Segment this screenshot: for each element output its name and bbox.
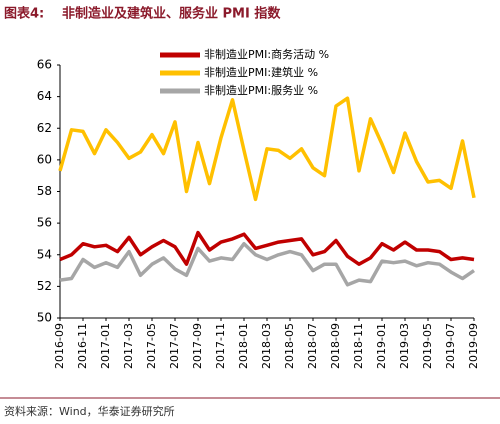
chart-title: 非制造业及建筑业、服务业 PMI 指数 xyxy=(62,6,281,22)
legend-label: 非制造业PMI:建筑业 % xyxy=(204,65,318,79)
x-tick-label: 2019-01 xyxy=(375,323,388,369)
y-tick-label: 66 xyxy=(37,58,52,72)
x-tick-label: 2019-09 xyxy=(467,323,480,369)
legend-label: 非制造业PMI:商务活动 % xyxy=(204,47,329,61)
source: 资料来源：Wind，华泰证券研究所 xyxy=(4,404,175,418)
x-tick-label: 2017-03 xyxy=(122,323,135,369)
x-tick-label: 2019-03 xyxy=(398,323,411,369)
x-tick-label: 2017-07 xyxy=(168,323,181,369)
y-tick-label: 50 xyxy=(37,311,52,325)
series-line xyxy=(59,241,475,287)
series-line xyxy=(58,96,476,202)
y-tick-label: 60 xyxy=(37,152,52,166)
x-tick-label: 2016-09 xyxy=(53,323,66,369)
x-tick-label: 2019-05 xyxy=(421,323,434,369)
x-tick-label: 2018-01 xyxy=(237,323,250,369)
x-tick-label: 2018-11 xyxy=(352,323,365,369)
x-tick-label: 2018-07 xyxy=(306,323,319,369)
y-tick-label: 62 xyxy=(37,121,52,135)
legend-label: 非制造业PMI:服务业 % xyxy=(204,83,318,97)
x-tick-label: 2018-05 xyxy=(283,323,296,369)
x-tick-label: 2018-09 xyxy=(329,323,342,369)
y-tick-label: 58 xyxy=(37,184,52,198)
y-tick-label: 56 xyxy=(37,216,52,230)
x-tick-label: 2017-11 xyxy=(214,323,227,369)
y-tick-label: 64 xyxy=(37,89,52,103)
x-tick-label: 2018-03 xyxy=(260,323,273,369)
x-tick-label: 2019-07 xyxy=(444,323,457,369)
x-tick-label: 2017-09 xyxy=(191,323,204,369)
x-tick-label: 2016-11 xyxy=(76,323,89,369)
figure-label: 图表4: xyxy=(4,6,44,22)
series-line xyxy=(59,230,475,266)
y-tick-label: 52 xyxy=(37,279,52,293)
x-tick-label: 2017-05 xyxy=(145,323,158,369)
y-tick-label: 54 xyxy=(37,247,52,261)
x-tick-label: 2017-01 xyxy=(99,323,112,369)
